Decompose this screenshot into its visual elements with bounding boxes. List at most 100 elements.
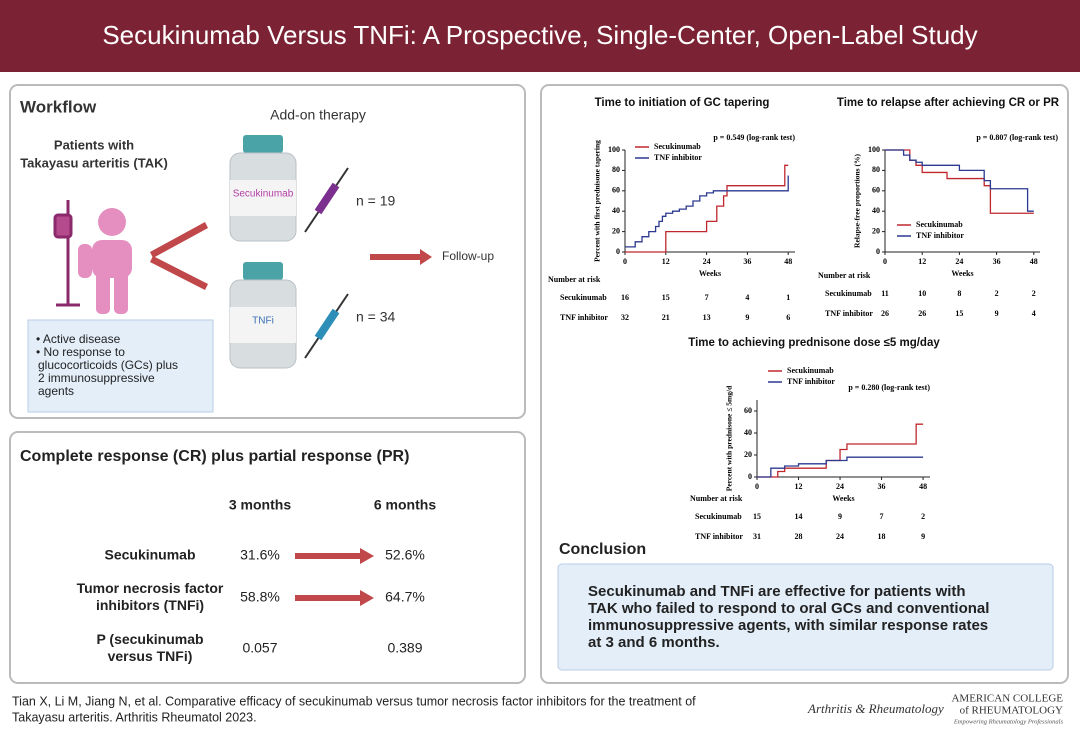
km-curve	[625, 164, 789, 253]
cell: 0.389	[387, 640, 422, 656]
x-tick-label: 12	[918, 257, 926, 266]
risk-value: 9	[995, 309, 999, 318]
risk-value: 6	[786, 313, 790, 322]
risk-row-name: Secukinumab	[825, 289, 872, 298]
x-tick-label: 48	[919, 482, 927, 491]
x-tick-label: 24	[703, 257, 711, 266]
iv-stand	[53, 200, 80, 307]
km-curve	[885, 149, 1034, 212]
x-axis-label: Weeks	[951, 269, 973, 278]
criteria-line: 2 immunosuppressive	[38, 371, 155, 385]
risk-row-name: Secukinumab	[560, 293, 607, 302]
arrow	[370, 249, 432, 265]
x-tick-label: 12	[795, 482, 803, 491]
y-tick-label: 0	[616, 247, 620, 256]
row-label: Secukinumab	[104, 547, 195, 563]
patients-label: Patients with	[54, 137, 134, 152]
risk-value: 2	[1032, 289, 1036, 298]
cell: 58.8%	[240, 589, 280, 605]
cell: 52.6%	[385, 547, 425, 563]
conclusion-line: immunosuppressive agents, with similar r…	[588, 617, 988, 634]
legend-label: TNF inhibitor	[916, 231, 964, 240]
y-tick-label: 0	[748, 472, 752, 481]
plot-title: Time to achieving prednisone dose ≤5 mg/…	[688, 337, 940, 349]
risk-value: 15	[753, 512, 761, 521]
acr-tagline: Empowering Rheumatology Professionals	[953, 718, 1064, 725]
y-tick-label: 20	[744, 450, 752, 459]
y-tick-label: 60	[872, 186, 880, 195]
p-value: p = 0.807 (log-rank test)	[976, 133, 1058, 142]
syringe	[304, 167, 349, 233]
x-tick-label: 24	[955, 257, 963, 266]
y-axis-label: Percent with first prednisone tapering	[593, 140, 602, 262]
risk-value: 7	[705, 293, 709, 302]
y-tick-label: 100	[608, 145, 620, 154]
risk-value: 13	[703, 313, 711, 322]
x-tick-label: 36	[743, 257, 751, 266]
risk-value: 11	[881, 289, 889, 298]
plot-title: Time to relapse after achieving CR or PR	[837, 97, 1060, 109]
citation: Tian X, Li M, Jiang N, et al. Comparativ…	[12, 694, 696, 708]
x-axis-label: Weeks	[699, 269, 721, 278]
y-tick-label: 20	[612, 226, 620, 235]
risk-value: 32	[621, 313, 629, 322]
column-header: 6 months	[374, 497, 436, 513]
km-curve	[757, 456, 924, 478]
criteria-line: glucocorticoids (GCs) plus	[38, 358, 178, 372]
arrow	[150, 222, 208, 258]
vial	[229, 262, 297, 369]
risk-value: 26	[918, 309, 926, 318]
x-axis-label: Weeks	[832, 494, 854, 503]
workflow-title: Workflow	[20, 97, 97, 116]
cell: 64.7%	[385, 589, 425, 605]
y-tick-label: 100	[868, 145, 880, 154]
x-tick-label: 48	[784, 257, 792, 266]
risk-value: 4	[745, 293, 749, 302]
addon-label: Add-on therapy	[270, 107, 366, 123]
conclusion-line: TAK who failed to respond to oral GCs an…	[588, 600, 989, 617]
arrow	[295, 590, 374, 606]
risk-title: Number at risk	[818, 271, 871, 280]
patient-figure	[78, 208, 132, 314]
x-tick-label: 0	[623, 257, 627, 266]
column-header: 3 months	[229, 497, 291, 513]
criteria-box	[27, 319, 214, 413]
risk-row-name: TNF inhibitor	[825, 309, 873, 318]
risk-value: 15	[955, 309, 963, 318]
header-bar	[0, 0, 1080, 72]
row-label: inhibitors (TNFi)	[96, 597, 204, 613]
risk-value: 8	[957, 289, 961, 298]
followup-label: Follow-up	[442, 249, 494, 263]
risk-title: Number at risk	[548, 275, 601, 284]
legend-label: TNF inhibitor	[787, 377, 835, 386]
risk-value: 18	[878, 532, 886, 541]
cell: 0.057	[242, 640, 277, 656]
x-tick-label: 48	[1030, 257, 1038, 266]
y-axis-label: Percent with prednisone ≤ 5mg/d	[725, 385, 734, 491]
conclusion-title: Conclusion	[559, 541, 646, 558]
y-tick-label: 80	[612, 165, 620, 174]
risk-value: 9	[921, 532, 925, 541]
n-label: n = 34	[356, 309, 396, 325]
y-tick-label: 60	[612, 186, 620, 195]
risk-value: 2	[995, 289, 999, 298]
risk-value: 21	[662, 313, 670, 322]
arrow	[295, 548, 374, 564]
legend-label: TNF inhibitor	[654, 153, 702, 162]
results-panel	[540, 84, 1069, 684]
cell: 31.6%	[240, 547, 280, 563]
vial	[229, 135, 297, 242]
row-label: P (secukinumab	[96, 631, 203, 647]
syringe	[304, 293, 349, 359]
risk-row-name: TNF inhibitor	[560, 313, 608, 322]
risk-value: 9	[745, 313, 749, 322]
row-label: Tumor necrosis factor	[77, 580, 224, 596]
x-tick-label: 12	[662, 257, 670, 266]
x-tick-label: 36	[878, 482, 886, 491]
x-tick-label: 0	[883, 257, 887, 266]
y-tick-label: 80	[872, 165, 880, 174]
y-tick-label: 60	[744, 406, 752, 415]
conclusion-line: at 3 and 6 months.	[588, 634, 720, 651]
risk-value: 26	[881, 309, 889, 318]
